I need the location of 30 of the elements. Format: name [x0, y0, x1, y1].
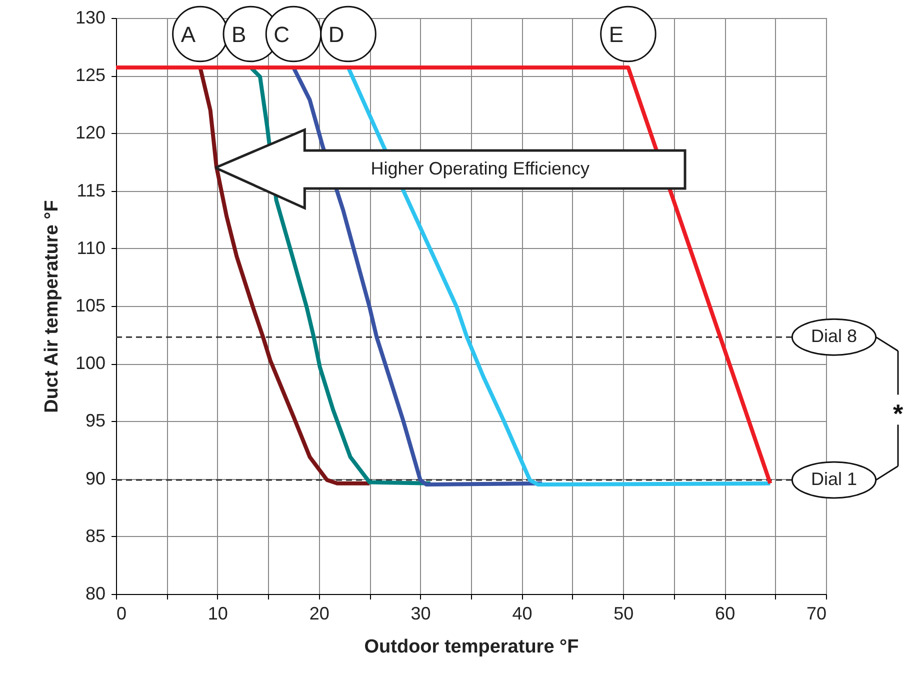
x-tick-label: 0: [116, 604, 127, 624]
x-tick-label: 60: [715, 604, 736, 624]
series-label: E: [608, 22, 624, 47]
x-tick-label: 30: [410, 604, 431, 624]
y-tick-label: 105: [75, 296, 106, 316]
text: *: [892, 398, 904, 429]
y-tick-label: 110: [76, 238, 106, 258]
y-axis-title: Duct Air temperature °F: [41, 200, 62, 413]
x-tick-label: 40: [512, 604, 532, 624]
x-axis-title: Outdoor temperature °F: [364, 636, 579, 658]
x-tick-label: 10: [208, 604, 228, 624]
series-label: B: [232, 22, 246, 47]
ref-line-label: Dial 1: [810, 468, 858, 489]
y-tick-label: 80: [85, 584, 106, 604]
y-tick-label: 100: [75, 353, 106, 374]
y-tick-label: 120: [75, 122, 106, 143]
y-tick-label: 130: [75, 8, 106, 28]
y-tick-label: 85: [85, 526, 106, 546]
y-tick-label: 90: [85, 468, 106, 488]
ref-line-label: Dial 8: [810, 326, 858, 346]
x-tick-label: 20: [309, 604, 330, 624]
series-label: A: [180, 22, 196, 47]
x-tick-label: 50: [614, 604, 634, 624]
annotation: Higher Operating Efficiency: [370, 158, 590, 178]
series-label: C: [274, 22, 290, 47]
series-label: D: [328, 22, 344, 47]
y-tick-label: 115: [76, 180, 106, 200]
y-tick-label: 95: [85, 410, 106, 431]
y-tick-label: 125: [75, 65, 106, 86]
x-tick-label: 70: [806, 604, 826, 624]
